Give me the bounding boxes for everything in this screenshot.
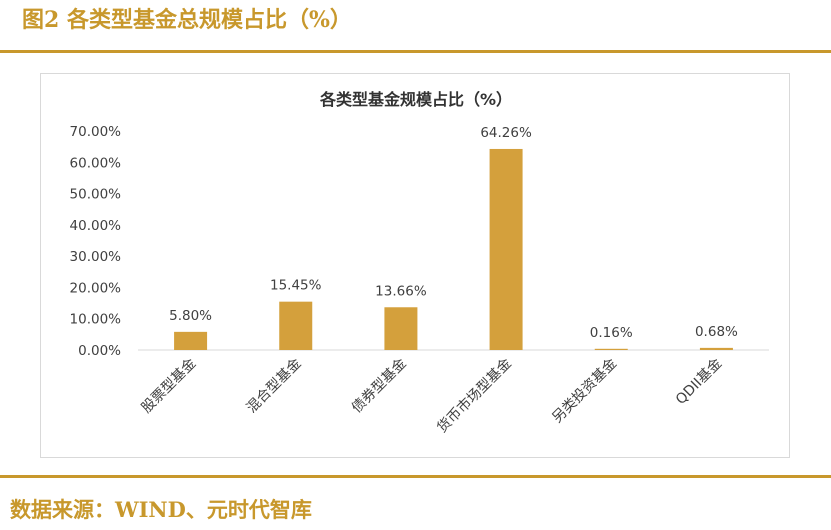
bar — [384, 307, 418, 350]
data-label: 15.45% — [270, 278, 322, 294]
data-label: 5.80% — [169, 308, 212, 324]
bars — [174, 148, 733, 350]
bar-chart: 各类型基金规模占比（%） 0.00% 10.00% 20.00% 30.00% 40.0… — [70, 90, 769, 436]
x-tick-label: QDII基金 — [672, 355, 725, 408]
y-tick-label: 10.00% — [70, 312, 122, 328]
x-tick-label: 混合型基金 — [243, 355, 305, 417]
x-axis-labels: 股票型基金 混合型基金 债券型基金 货币市场型基金 另类投资基金 QDII基金 — [138, 355, 725, 436]
bar — [489, 148, 523, 350]
data-source: 数据来源：WIND、元时代智库 — [10, 497, 312, 522]
x-tick-label: 债券型基金 — [348, 355, 410, 417]
data-label: 13.66% — [375, 283, 427, 299]
y-tick-label: 50.00% — [70, 187, 122, 203]
data-label: 64.26% — [480, 125, 532, 141]
y-axis-ticks: 0.00% 10.00% 20.00% 30.00% 40.00% 50.00% 60.00… — [70, 124, 769, 359]
x-tick-label: 货币市场型基金 — [434, 355, 515, 436]
figure-title: 图2 各类型基金总规模占比（%） — [22, 7, 352, 33]
chart-title: 各类型基金规模占比（%） — [319, 90, 512, 109]
y-tick-label: 30.00% — [70, 249, 122, 265]
top-divider — [0, 50, 831, 53]
bottom-divider — [0, 475, 831, 478]
data-label: 0.68% — [695, 324, 738, 340]
bar — [279, 301, 313, 350]
y-tick-label: 20.00% — [70, 280, 122, 296]
y-tick-label: 70.00% — [70, 124, 122, 140]
bar — [594, 348, 628, 350]
data-label: 0.16% — [590, 325, 633, 341]
chart-container: 各类型基金规模占比（%） 0.00% 10.00% 20.00% 30.00% 40.0… — [40, 73, 790, 458]
x-tick-label: 股票型基金 — [138, 355, 200, 417]
bar — [174, 331, 208, 350]
y-tick-label: 60.00% — [70, 155, 122, 171]
data-labels: 5.80% 15.45% 13.66% 64.26% 0.16% 0.68% — [169, 125, 738, 341]
x-tick-label: 另类投资基金 — [549, 355, 620, 426]
y-tick-label: 0.00% — [78, 343, 121, 359]
bar — [699, 347, 733, 350]
y-tick-label: 40.00% — [70, 218, 122, 234]
